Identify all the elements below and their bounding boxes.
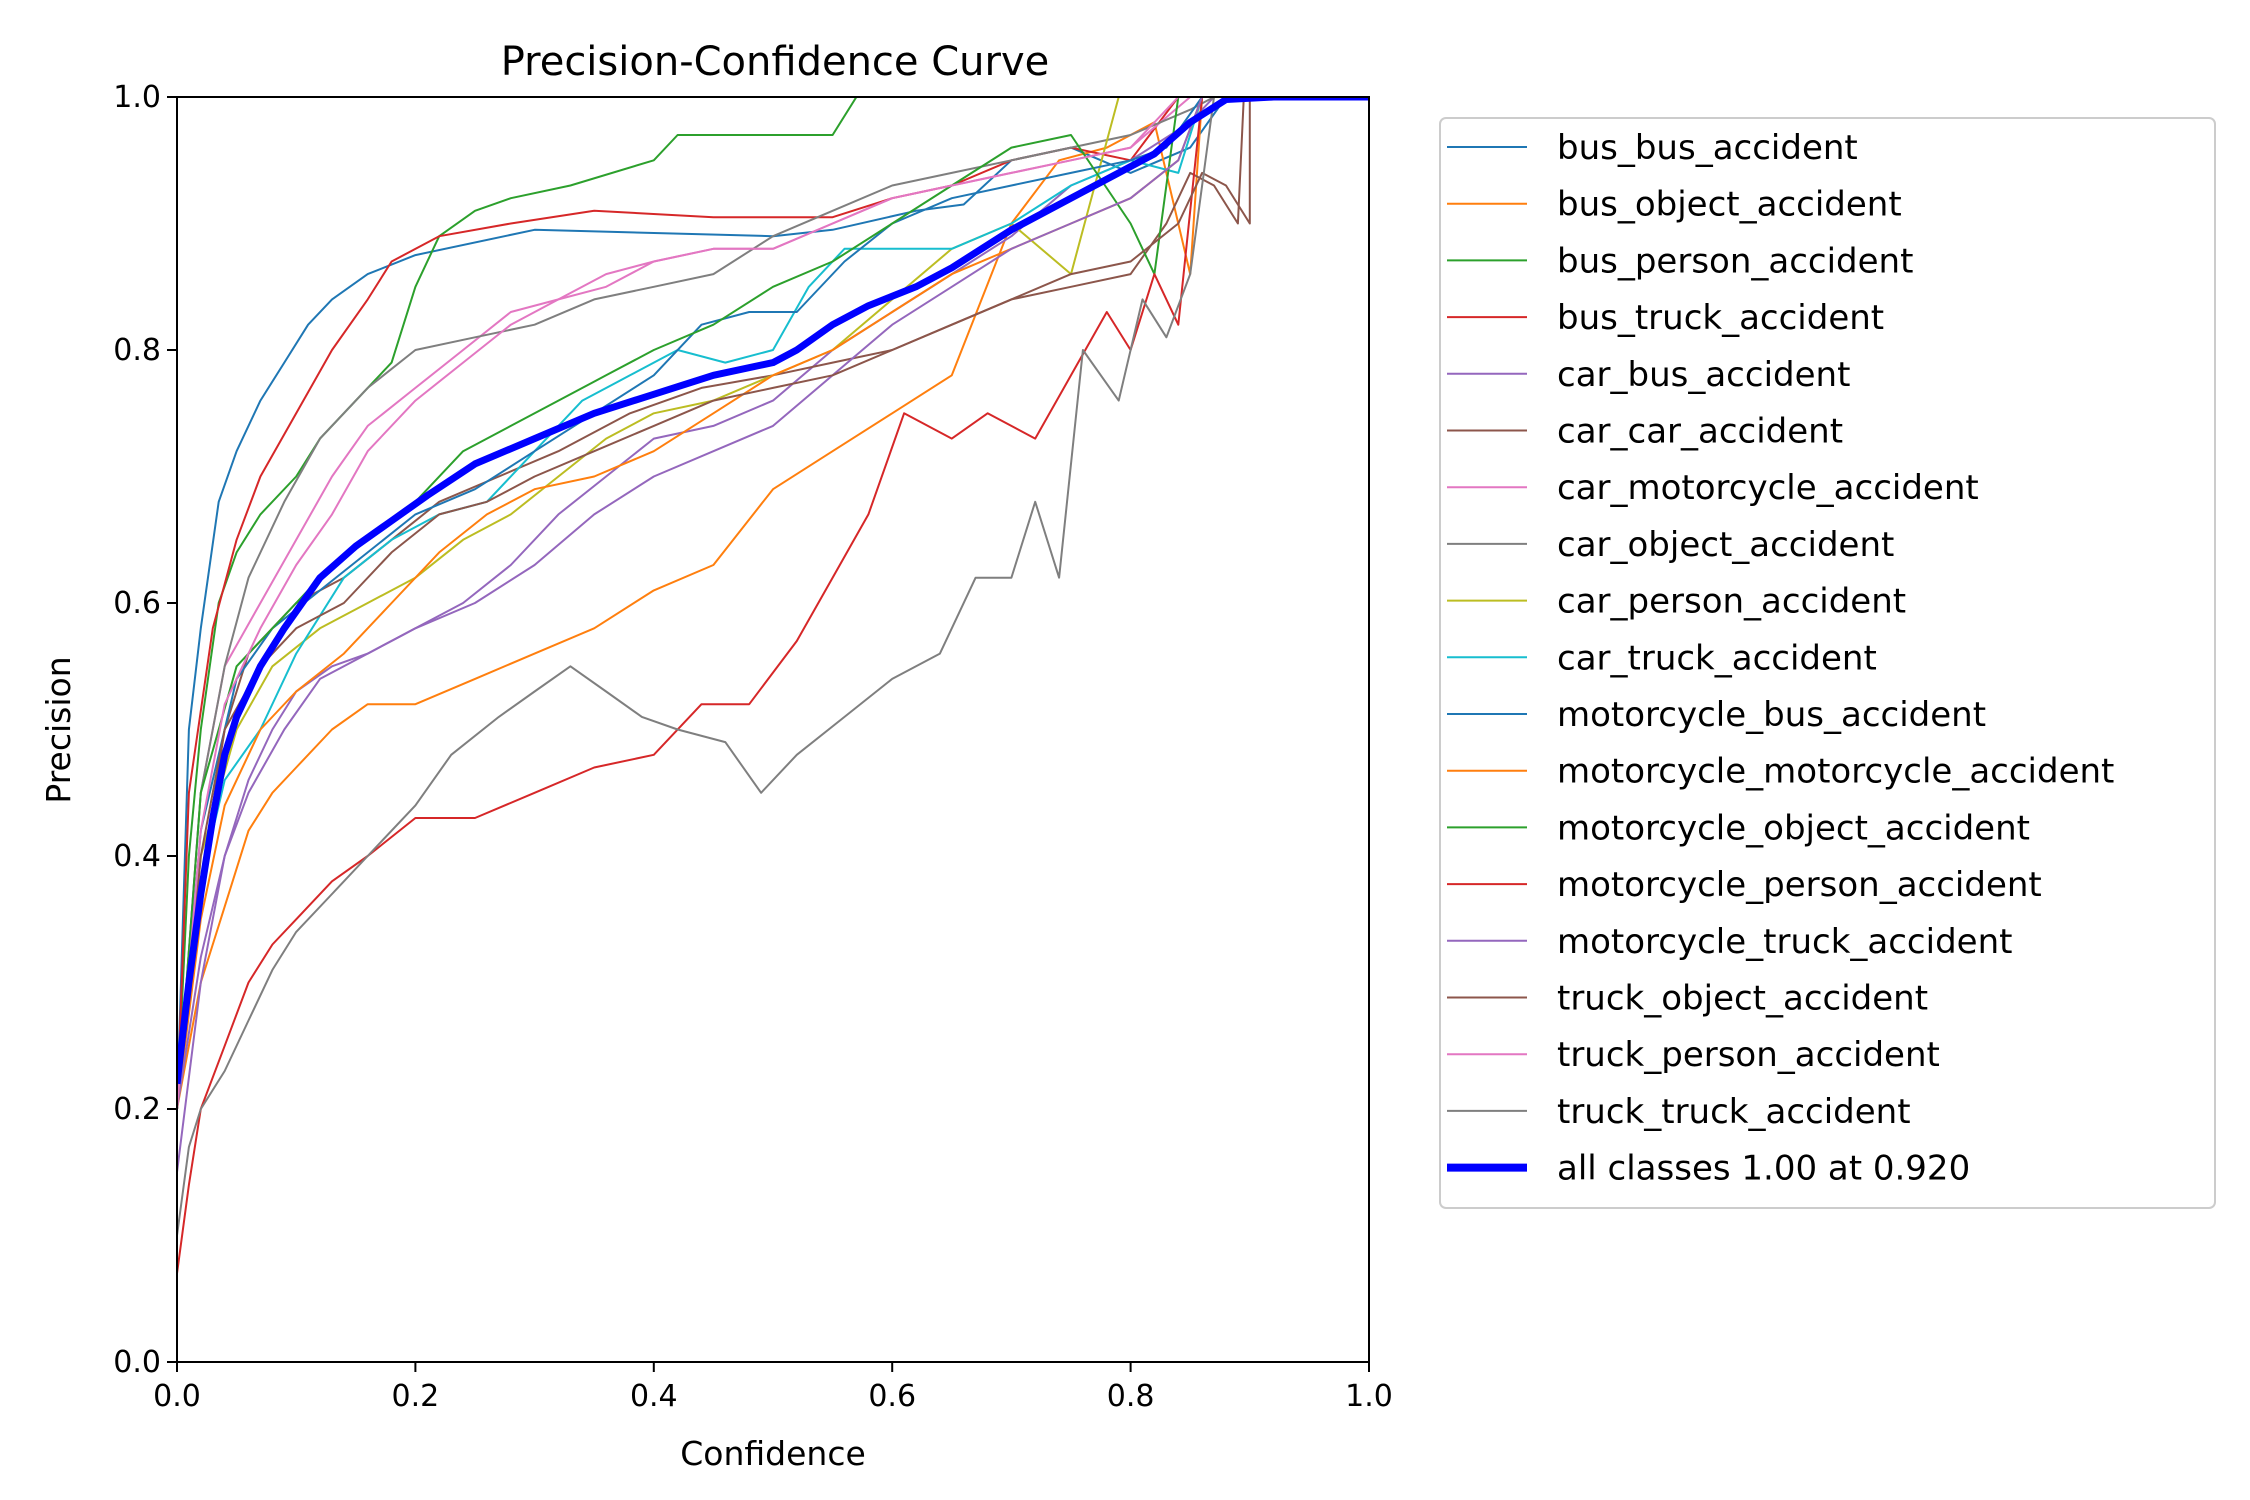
legend-label: truck_truck_accident bbox=[1557, 1092, 1911, 1132]
legend-label: car_truck_accident bbox=[1557, 638, 1877, 678]
series-line-motorcycle-truck-accident bbox=[177, 97, 1369, 1110]
legend-items: bus_bus_accident bus_object_accident bus_p… bbox=[1447, 128, 2114, 1189]
series-line-truck-person-accident bbox=[177, 97, 1369, 1110]
y-tick-label: 0.4 bbox=[113, 839, 161, 874]
chart-title: Precision-Confidence Curve bbox=[501, 39, 1050, 85]
y-axis-ticks: 0.0 0.2 0.4 0.6 0.8 1.0 bbox=[113, 80, 177, 1380]
series-line-car-person-accident bbox=[177, 97, 1369, 1110]
series-line-bus-object-accident bbox=[177, 97, 1369, 1110]
x-tick-label: 1.0 bbox=[1345, 1379, 1393, 1414]
x-axis-label: Confidence bbox=[680, 1434, 866, 1473]
legend-label: truck_person_accident bbox=[1557, 1035, 1940, 1075]
legend-label: bus_truck_accident bbox=[1557, 298, 1884, 338]
series-line-all-classes-1-00-at-0-920 bbox=[177, 97, 1369, 1085]
x-axis-ticks: 0.0 0.2 0.4 0.6 0.8 1.0 bbox=[153, 1362, 1393, 1414]
legend-label: bus_object_accident bbox=[1557, 185, 1902, 225]
x-tick-label: 0.2 bbox=[392, 1379, 440, 1414]
series-line-motorcycle-person-accident bbox=[177, 97, 1369, 1274]
legend-label: bus_person_accident bbox=[1557, 241, 1913, 281]
legend-frame bbox=[1439, 117, 2216, 1209]
y-axis-label: Precision bbox=[39, 656, 78, 803]
legend-label: motorcycle_motorcycle_accident bbox=[1557, 752, 2114, 792]
legend-label: bus_bus_accident bbox=[1557, 128, 1858, 168]
series-line-truck-object-accident bbox=[177, 97, 1369, 1110]
legend-label: motorcycle_bus_accident bbox=[1557, 695, 1986, 735]
x-tick-label: 0.8 bbox=[1107, 1379, 1155, 1414]
series-line-car-bus-accident bbox=[177, 97, 1369, 1173]
legend-label: car_bus_accident bbox=[1557, 355, 1850, 395]
x-tick-label: 0.6 bbox=[868, 1379, 916, 1414]
y-tick-label: 0.2 bbox=[113, 1092, 161, 1127]
y-tick-label: 0.6 bbox=[113, 586, 161, 621]
legend-label: truck_object_accident bbox=[1557, 979, 1928, 1019]
legend-label: car_object_accident bbox=[1557, 525, 1894, 565]
x-tick-label: 0.0 bbox=[153, 1379, 201, 1414]
series-line-truck-truck-accident bbox=[177, 97, 1369, 1236]
legend-label: car_person_accident bbox=[1557, 582, 1906, 622]
legend-label: car_motorcycle_accident bbox=[1557, 468, 1979, 508]
plot-area bbox=[177, 97, 1369, 1274]
y-tick-label: 1.0 bbox=[113, 80, 161, 115]
y-tick-label: 0.0 bbox=[113, 1345, 161, 1380]
plot-frame bbox=[176, 96, 1370, 1363]
legend: bus_bus_accident bus_object_accident bus_p… bbox=[1439, 117, 2216, 1209]
x-tick-label: 0.4 bbox=[630, 1379, 678, 1414]
y-tick-label: 0.8 bbox=[113, 333, 161, 368]
legend-label: motorcycle_object_accident bbox=[1557, 808, 2030, 848]
legend-label: all classes 1.00 at 0.920 bbox=[1557, 1149, 1970, 1189]
legend-label: motorcycle_person_accident bbox=[1557, 865, 2042, 905]
series-lines bbox=[177, 97, 1369, 1274]
legend-label: motorcycle_truck_accident bbox=[1557, 922, 2012, 962]
series-line-car-object-accident bbox=[177, 97, 1369, 1110]
legend-label: car_car_accident bbox=[1557, 412, 1843, 452]
